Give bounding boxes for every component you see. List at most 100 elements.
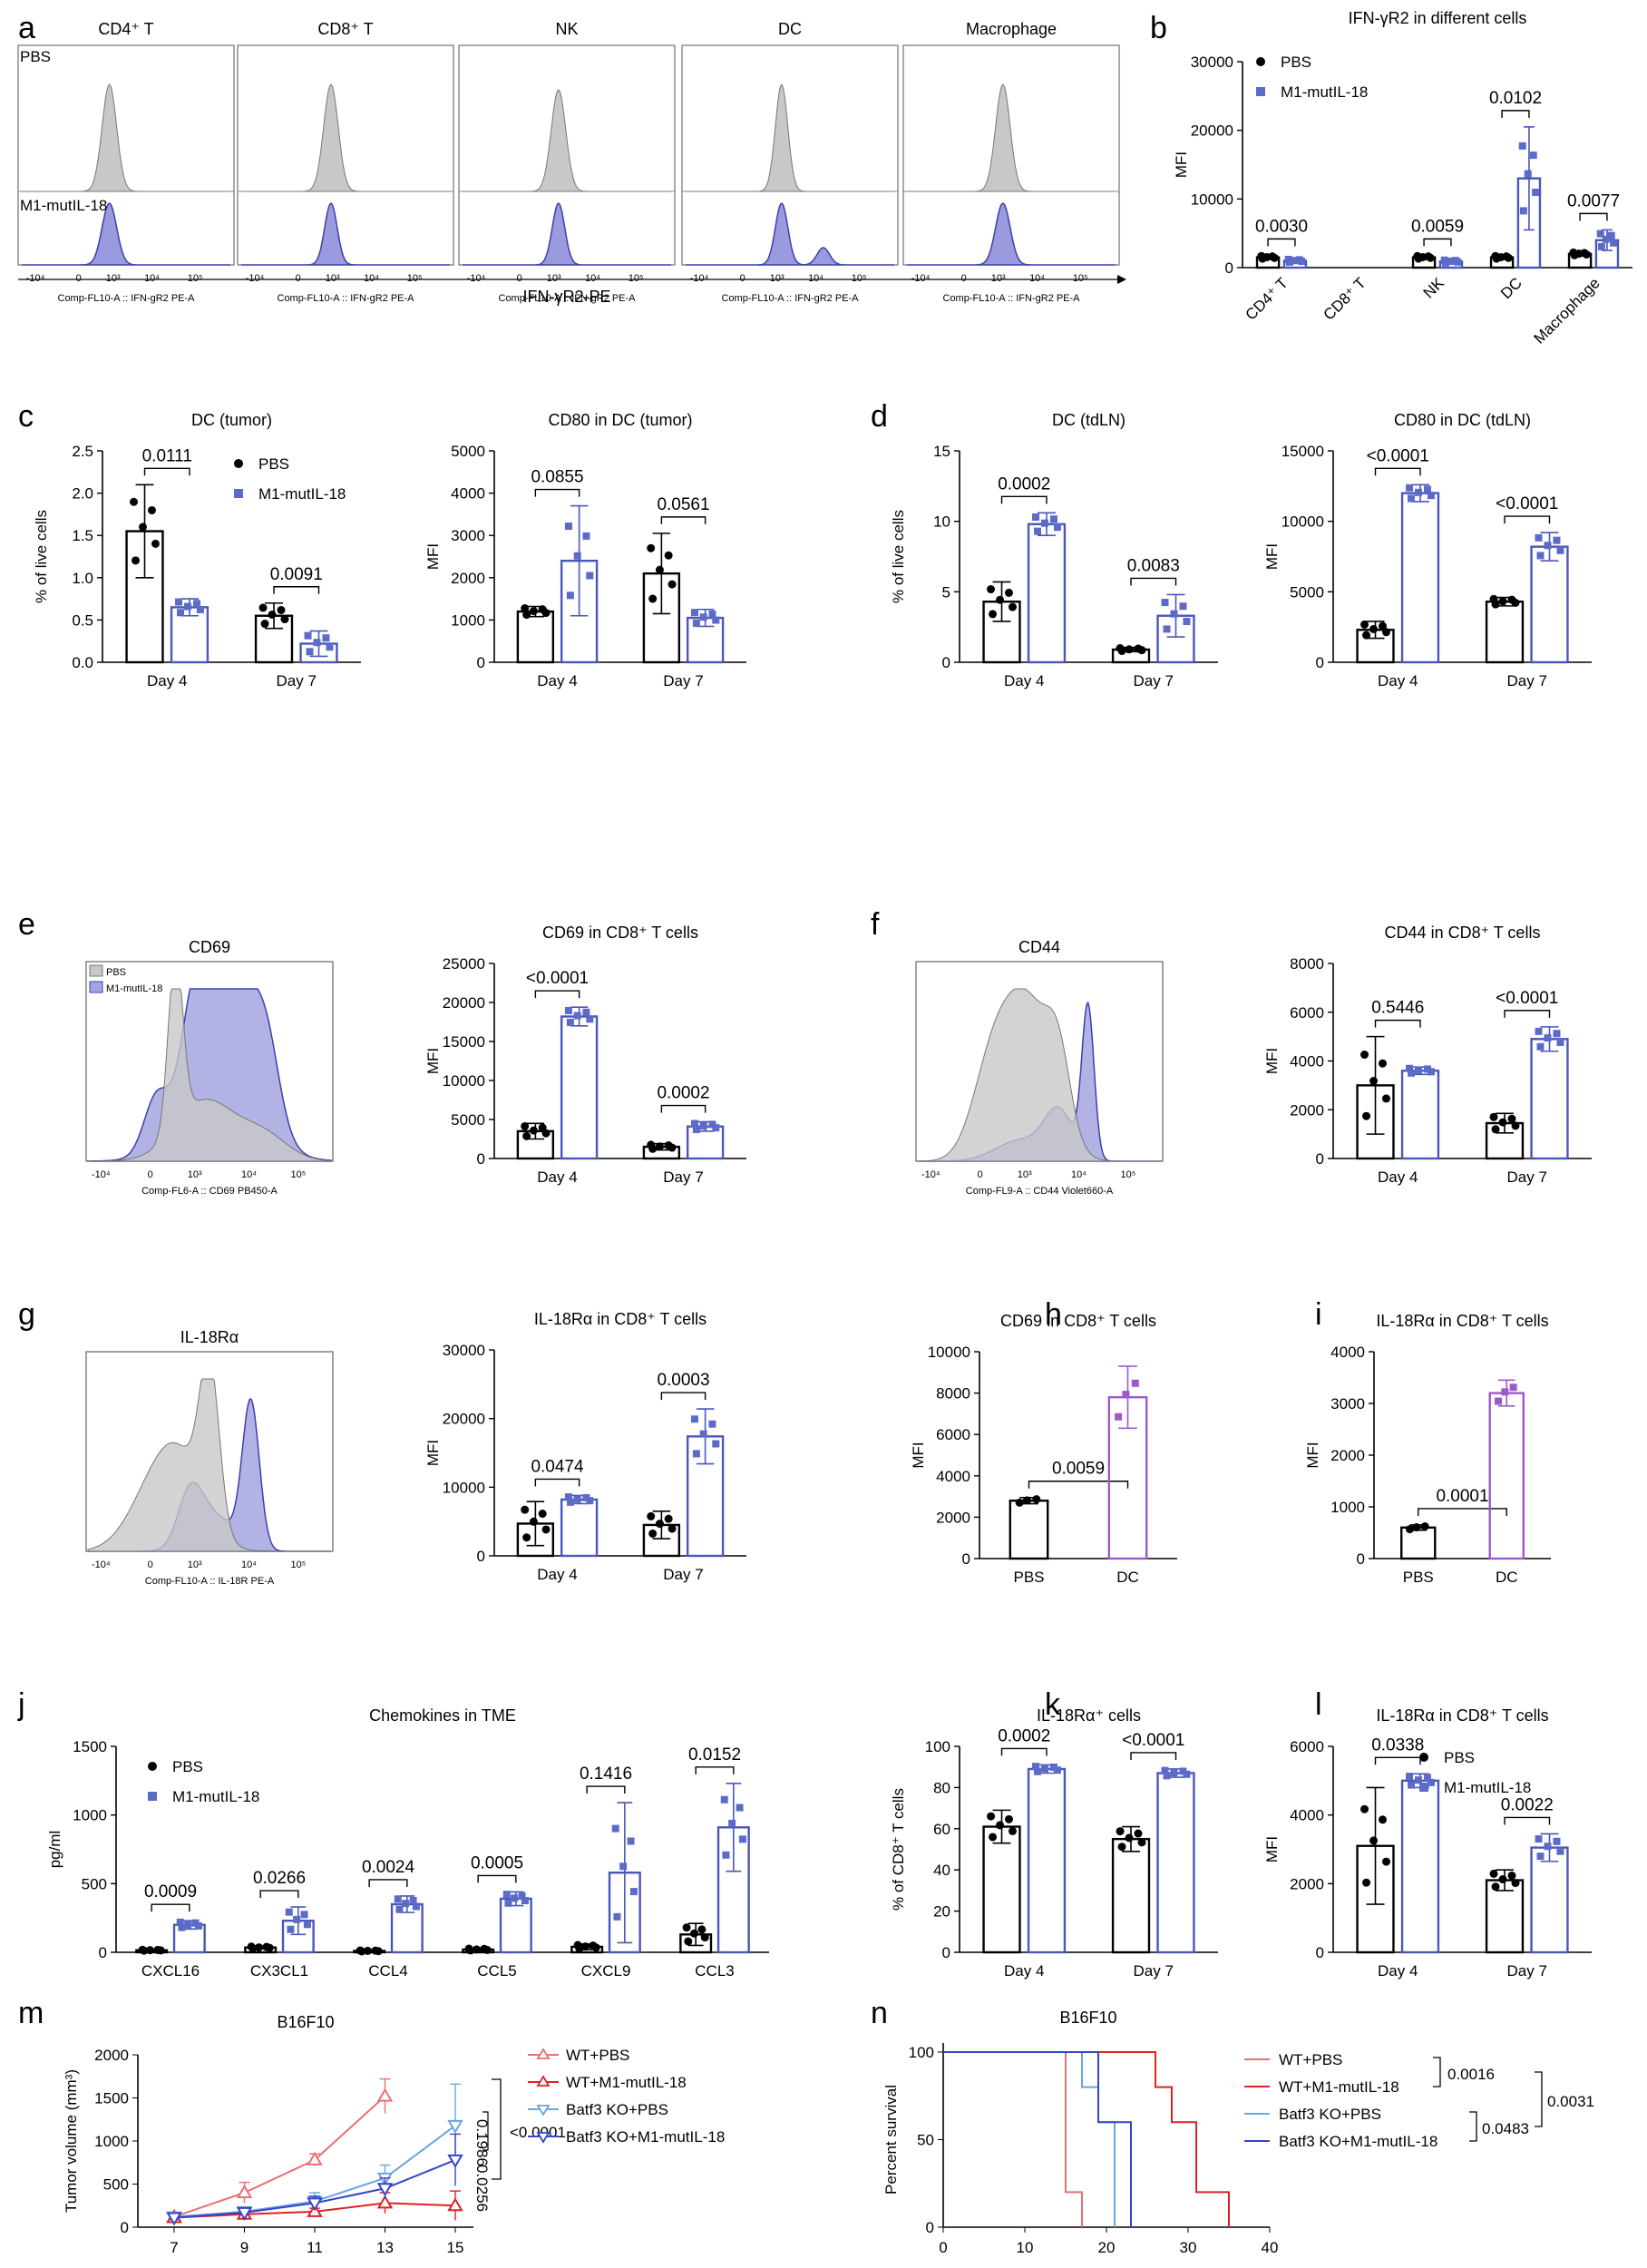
data-point bbox=[1535, 533, 1543, 542]
data-point bbox=[1412, 1523, 1421, 1532]
legend-marker-pbs bbox=[1419, 1753, 1428, 1762]
pbs-histogram bbox=[907, 83, 1116, 192]
survival-curve bbox=[943, 2051, 1132, 2227]
p-value-label: 0.0855 bbox=[531, 468, 583, 487]
panel-letter-a: a bbox=[18, 11, 35, 45]
data-point bbox=[1509, 1383, 1517, 1392]
axis-tick: 10⁵ bbox=[291, 1169, 307, 1180]
axis-tick: 10⁵ bbox=[407, 273, 423, 284]
data-point bbox=[564, 1006, 572, 1014]
y-tick-label: 0 bbox=[477, 1548, 485, 1565]
y-tick-label: 6000 bbox=[1290, 1004, 1324, 1022]
legend-label: WT+PBS bbox=[1279, 2051, 1342, 2068]
p-value-label: 0.0152 bbox=[688, 1745, 741, 1765]
data-point bbox=[1414, 1776, 1422, 1784]
chart-title: CD80 in DC (tumor) bbox=[548, 411, 692, 429]
chart-c1: 0.0 0.5 1.0 1.5 2.0 2.5 % of live cells DC (tum… bbox=[33, 411, 361, 689]
data-point bbox=[313, 639, 321, 647]
y-tick-label: 20000 bbox=[443, 994, 485, 1012]
y-axis-label: MFI bbox=[1263, 1836, 1281, 1862]
x-tick-label: DC bbox=[1497, 274, 1525, 302]
data-point bbox=[619, 1862, 628, 1871]
data-point bbox=[1034, 527, 1042, 535]
significance-bracket bbox=[1504, 515, 1551, 524]
data-point bbox=[1170, 1769, 1178, 1777]
bar bbox=[1530, 1038, 1569, 1160]
data-point bbox=[1524, 170, 1532, 178]
p-value-label: 0.0091 bbox=[270, 565, 323, 584]
significance-bracket bbox=[534, 990, 580, 999]
data-point bbox=[700, 1933, 709, 1942]
legend-marker-treated bbox=[1256, 87, 1265, 96]
data-point bbox=[518, 1892, 526, 1900]
data-point bbox=[1362, 631, 1371, 640]
data-point bbox=[482, 1945, 492, 1954]
data-point bbox=[1378, 1815, 1387, 1824]
data-point bbox=[1420, 1522, 1429, 1531]
data-point bbox=[564, 1493, 572, 1501]
axis-tick: -10⁴ bbox=[921, 1169, 940, 1180]
chart-f: 0 2000 4000 6000 8000 MFI CD44 in CD8⁺ T cells… bbox=[1263, 924, 1592, 1186]
x-tick-label: 15 bbox=[447, 2239, 464, 2256]
data-point bbox=[712, 1440, 720, 1448]
data-point bbox=[1362, 1111, 1371, 1120]
data-point bbox=[1556, 1847, 1564, 1855]
data-point bbox=[582, 1008, 590, 1016]
data-point bbox=[521, 604, 530, 613]
data-point bbox=[690, 609, 698, 617]
data-point bbox=[996, 1821, 1005, 1830]
data-point bbox=[1034, 1767, 1042, 1775]
p-value-label: <0.0001 bbox=[1122, 1731, 1184, 1750]
x-tick-label: Day 4 bbox=[1004, 1962, 1044, 1980]
data-point bbox=[1381, 1094, 1390, 1103]
data-point bbox=[708, 610, 716, 618]
panel-m-tumor-growth: 0 500 1000 1500 2000 7 9 11 13 15 Days after tumor… bbox=[63, 2013, 725, 2268]
data-point bbox=[573, 1941, 582, 1950]
data-point bbox=[1489, 1869, 1498, 1878]
data-point bbox=[586, 1497, 594, 1505]
axis-tick: -10⁴ bbox=[911, 273, 931, 284]
legend-label: Batf3 KO+PBS bbox=[566, 2101, 668, 2118]
data-point bbox=[265, 1943, 274, 1952]
data-point bbox=[1498, 1118, 1507, 1127]
histogram-title: IL-18Rα bbox=[180, 1328, 239, 1346]
y-tick-label: 0 bbox=[1316, 1944, 1324, 1961]
axis-tick: 10⁵ bbox=[1121, 1169, 1136, 1180]
data-point bbox=[1408, 494, 1416, 503]
y-tick-label: 40 bbox=[933, 1862, 950, 1879]
data-point bbox=[1257, 251, 1266, 260]
significance-bracket bbox=[534, 1478, 580, 1487]
x-tick-label: CCL3 bbox=[695, 1962, 734, 1980]
x-tick-label: CD4⁺ T bbox=[1243, 274, 1291, 323]
data-point bbox=[1125, 645, 1134, 654]
data-point bbox=[376, 2195, 394, 2209]
data-point bbox=[1607, 231, 1615, 240]
y-tick-label: 0 bbox=[942, 1944, 950, 1961]
data-point bbox=[145, 1946, 154, 1955]
data-point bbox=[529, 1126, 538, 1135]
data-point bbox=[1544, 1034, 1552, 1042]
legend-marker-treated bbox=[1419, 1783, 1428, 1792]
chart-i: 0 1000 2000 3000 4000 MFI IL-18Rα in CD8⁺ T ce… bbox=[1304, 1312, 1551, 1586]
y-tick-label: 2000 bbox=[1330, 1447, 1365, 1464]
legend-label-treated: M1-mutIL-18 bbox=[1444, 1779, 1531, 1796]
data-point bbox=[1491, 251, 1500, 260]
data-point bbox=[1183, 1770, 1191, 1778]
data-point bbox=[1117, 1843, 1126, 1852]
y-tick-label: 1000 bbox=[94, 2133, 129, 2150]
x-tick-label: Day 4 bbox=[537, 1566, 577, 1583]
data-point bbox=[1489, 1112, 1498, 1121]
x-tick-label: Day 4 bbox=[537, 1168, 577, 1186]
axis-tick: 10⁴ bbox=[1071, 1169, 1087, 1180]
y-tick-label: 3000 bbox=[1330, 1395, 1365, 1413]
data-point bbox=[573, 1012, 581, 1020]
y-tick-label: 0 bbox=[477, 1150, 485, 1168]
panel-letter-b: b bbox=[1150, 11, 1167, 45]
p-value-label: 0.0059 bbox=[1052, 1460, 1105, 1479]
significance-bracket bbox=[1579, 212, 1608, 221]
x-tick-label: CXCL16 bbox=[141, 1962, 200, 1980]
data-point bbox=[196, 605, 204, 613]
data-point bbox=[521, 1897, 529, 1905]
treated-histogram bbox=[87, 988, 332, 1162]
axis-caption: Comp-FL10-A :: IFN-gR2 PE-A bbox=[943, 293, 1081, 304]
